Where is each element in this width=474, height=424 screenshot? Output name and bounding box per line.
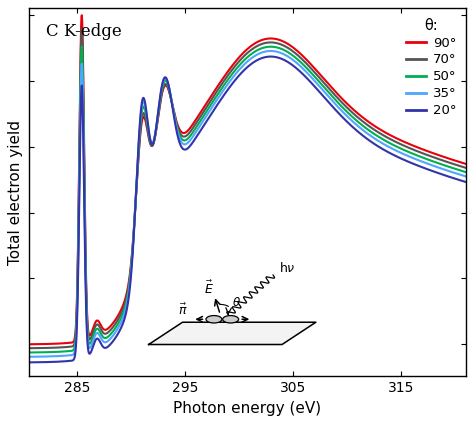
90° xyxy=(463,161,468,166)
Text: $\vec{\pi}$: $\vec{\pi}$ xyxy=(178,303,187,318)
90° xyxy=(79,13,84,18)
35° xyxy=(212,100,218,105)
50° xyxy=(407,150,413,155)
Line: 35°: 35° xyxy=(29,51,465,357)
70° xyxy=(79,26,84,31)
50° xyxy=(463,170,468,175)
35° xyxy=(407,154,413,159)
90° xyxy=(102,327,108,332)
20° xyxy=(463,179,468,184)
70° xyxy=(213,91,219,96)
Text: h$\nu$: h$\nu$ xyxy=(279,261,296,275)
20° xyxy=(102,345,108,350)
90° xyxy=(194,116,200,121)
Text: C K-edge: C K-edge xyxy=(46,23,122,40)
50° xyxy=(102,335,108,340)
35° xyxy=(26,354,32,359)
20° xyxy=(455,177,460,182)
Line: 50°: 50° xyxy=(29,46,465,352)
70° xyxy=(463,165,468,170)
Legend: 90°, 70°, 50°, 35°, 20°: 90°, 70°, 50°, 35°, 20° xyxy=(404,15,459,120)
35° xyxy=(268,48,273,53)
Line: 70°: 70° xyxy=(29,29,465,348)
70° xyxy=(102,331,108,336)
20° xyxy=(193,134,199,139)
90° xyxy=(26,342,32,347)
Ellipse shape xyxy=(223,315,238,323)
50° xyxy=(455,167,460,172)
90° xyxy=(407,142,413,147)
90° xyxy=(455,159,460,164)
50° xyxy=(26,350,32,355)
Line: 20°: 20° xyxy=(29,56,465,363)
90° xyxy=(76,195,82,201)
50° xyxy=(213,95,219,100)
20° xyxy=(268,54,273,59)
20° xyxy=(76,237,82,242)
Y-axis label: Total electron yield: Total electron yield xyxy=(9,120,23,265)
70° xyxy=(407,146,413,151)
Text: $\vec{E}$: $\vec{E}$ xyxy=(204,280,214,297)
35° xyxy=(455,171,460,176)
X-axis label: Photon energy (eV): Photon energy (eV) xyxy=(173,401,321,416)
20° xyxy=(212,105,218,110)
70° xyxy=(194,120,200,125)
70° xyxy=(455,163,460,168)
90° xyxy=(213,87,219,92)
20° xyxy=(26,360,32,365)
35° xyxy=(463,174,468,179)
35° xyxy=(193,129,199,134)
35° xyxy=(102,340,108,345)
70° xyxy=(76,204,82,209)
50° xyxy=(79,44,84,49)
50° xyxy=(194,124,200,129)
20° xyxy=(407,160,413,165)
35° xyxy=(76,224,82,229)
Line: 90°: 90° xyxy=(29,15,465,344)
Ellipse shape xyxy=(206,315,222,323)
Polygon shape xyxy=(149,322,316,344)
50° xyxy=(76,214,82,219)
70° xyxy=(26,346,32,351)
Text: $\theta$: $\theta$ xyxy=(232,296,241,309)
